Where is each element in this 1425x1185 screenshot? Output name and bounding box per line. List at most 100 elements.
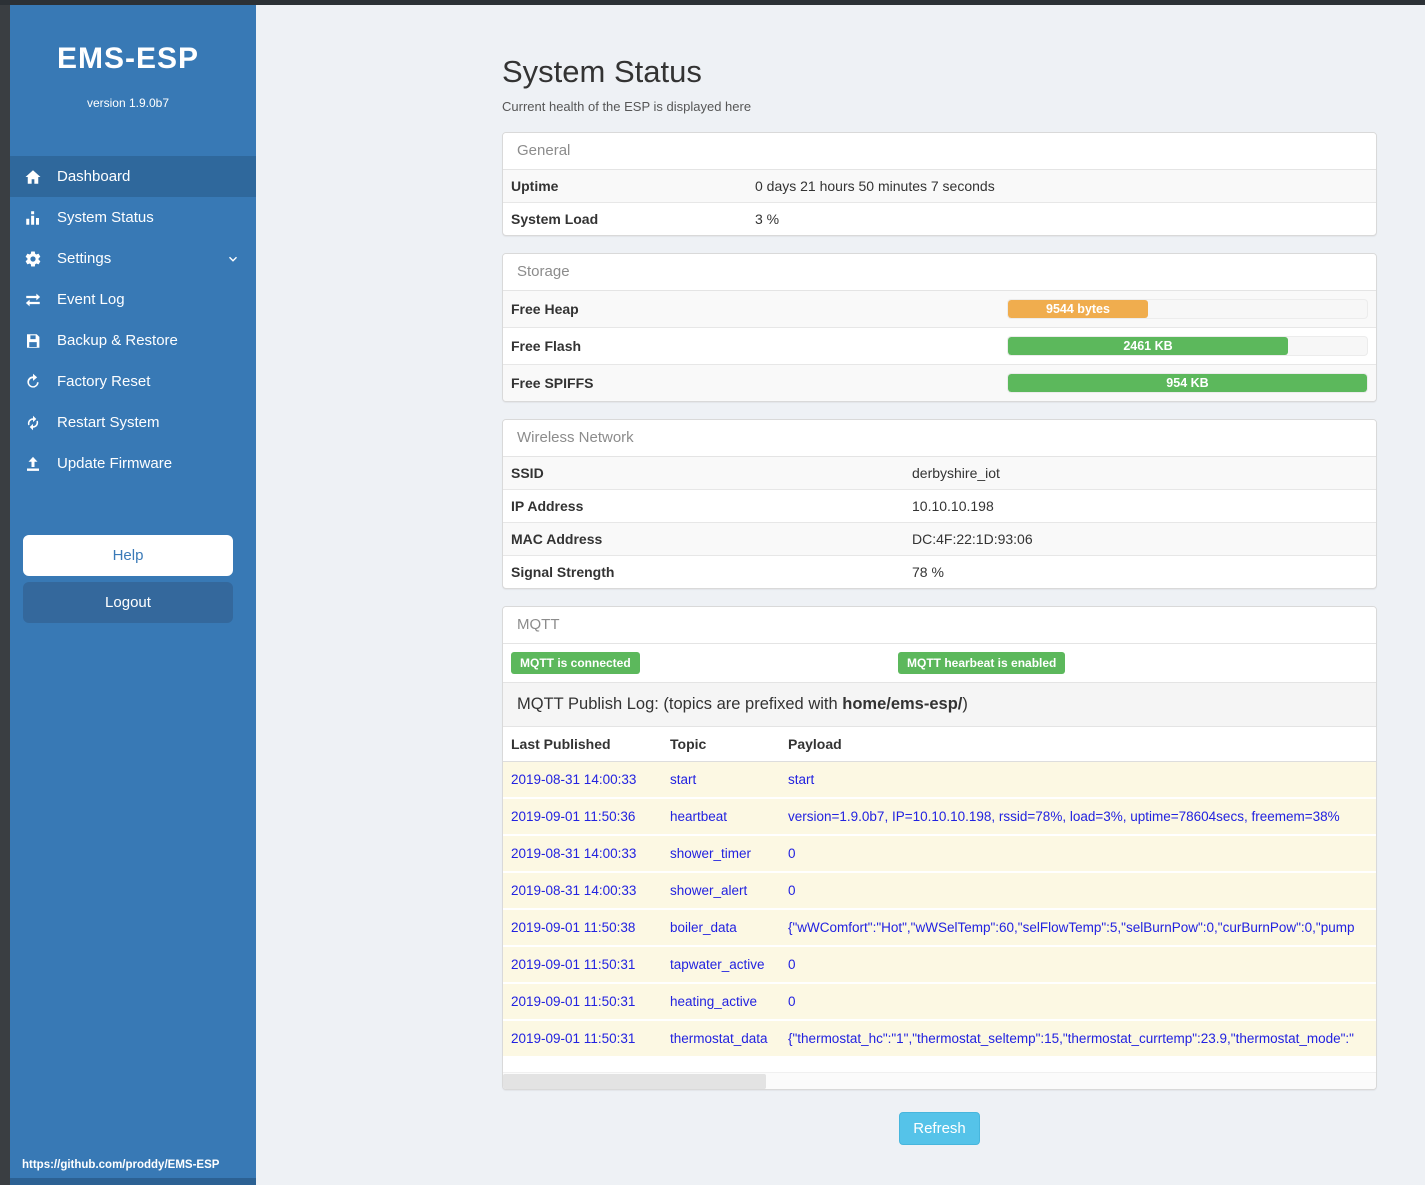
panel-storage-title: Storage [503, 254, 1376, 291]
column-header: Payload [780, 727, 1376, 762]
panel-mqtt-title: MQTT [503, 607, 1376, 644]
sidebar-item-label: Dashboard [57, 168, 131, 185]
table-header-row: Last Published Topic Payload [503, 727, 1376, 762]
storage-table: Free Heap 9544 bytes Free Flash 2461 KB Free… [503, 291, 1376, 401]
help-button[interactable]: Help [23, 535, 233, 576]
progress-track: 9544 bytes [1007, 299, 1368, 319]
panel-storage: Storage Free Heap 9544 bytes Free Flash 246… [502, 253, 1377, 402]
progress-fill: 9544 bytes [1008, 300, 1148, 318]
panel-wireless-network: Wireless Network SSID derbyshire_iot IP Ad… [502, 419, 1377, 589]
mqtt-heartbeat-badge: MQTT hearbeat is enabled [898, 652, 1066, 674]
github-link[interactable]: https://github.com/proddy/EMS-ESP [22, 1159, 220, 1171]
sidebar-item-label: Event Log [57, 291, 125, 308]
panel-general-title: General [503, 133, 1376, 170]
row-value: DC:4F:22:1D:93:06 [904, 522, 1376, 556]
row-value: 954 KB [999, 364, 1376, 401]
mqtt-log-row: 2019-08-31 14:00:33 shower_alert 0 [503, 872, 1376, 910]
table-row: System Load 3 % [503, 202, 1376, 235]
mqtt-status-row: MQTT is connected MQTT hearbeat is enabl… [503, 644, 1376, 682]
row-label: Signal Strength [503, 555, 904, 588]
table-row: Uptime 0 days 21 hours 50 minutes 7 secon… [503, 170, 1376, 203]
payload-cell: 0 [780, 835, 1376, 873]
sidebar-item-settings[interactable]: Settings [0, 238, 256, 279]
app-title: EMS-ESP [56, 42, 200, 75]
reset-icon [24, 373, 44, 391]
progress-track: 2461 KB [1007, 336, 1368, 356]
topic-cell: shower_alert [662, 872, 780, 910]
browser-top-edge [0, 0, 1425, 5]
topic-cell: tapwater_active [662, 946, 780, 984]
logout-button[interactable]: Logout [23, 582, 233, 623]
mqtt-log-row: 2019-09-01 11:50:31 thermostat_data {"ther… [503, 1020, 1376, 1058]
topic-cell: shower_timer [662, 835, 780, 873]
table-row: Free SPIFFS 954 KB [503, 364, 1376, 401]
payload-cell: version=1.9.0b7, IP=10.10.10.198, rssid=… [780, 798, 1376, 836]
mqtt-log-row: 2019-09-01 11:50:38 boiler_data {"wWComfor… [503, 909, 1376, 947]
payload-cell: 0 [780, 983, 1376, 1021]
topic-cell: boiler_data [662, 909, 780, 947]
log-header-topic-prefix: home/ems-esp/ [842, 695, 963, 713]
exchange-icon [24, 291, 44, 309]
table-row: MAC Address DC:4F:22:1D:93:06 [503, 522, 1376, 556]
topic-cell: heating_active [662, 983, 780, 1021]
row-value: 3 % [747, 202, 1376, 235]
progress-track: 954 KB [1007, 373, 1368, 393]
row-value: 9544 bytes [999, 291, 1376, 328]
sidebar-dark-edge [0, 0, 10, 1185]
sidebar-bottom-strip [10, 1178, 256, 1185]
horizontal-scrollbar-thumb[interactable] [503, 1074, 766, 1089]
time-cell: 2019-09-01 11:50:31 [503, 946, 662, 984]
sidebar-item-event-log[interactable]: Event Log [0, 279, 256, 320]
table-row: IP Address 10.10.10.198 [503, 489, 1376, 523]
row-label: System Load [503, 202, 747, 235]
horizontal-scrollbar[interactable] [503, 1072, 1376, 1089]
row-label: MAC Address [503, 522, 904, 556]
time-cell: 2019-09-01 11:50:38 [503, 909, 662, 947]
table-row: Free Heap 9544 bytes [503, 291, 1376, 328]
time-cell: 2019-08-31 14:00:33 [503, 872, 662, 910]
sidebar-item-dashboard[interactable]: Dashboard [0, 156, 256, 197]
mqtt-log-row: 2019-09-01 11:50:31 tapwater_active 0 [503, 946, 1376, 984]
time-cell: 2019-08-31 14:00:33 [503, 761, 662, 799]
time-cell: 2019-09-01 11:50:31 [503, 1020, 662, 1058]
mqtt-table-body: 2019-08-31 14:00:33 start start 2019-09-01 … [503, 761, 1376, 1058]
refresh-button[interactable]: Refresh [899, 1112, 980, 1145]
mqtt-log-row: 2019-08-31 14:00:33 start start [503, 761, 1376, 799]
sidebar: EMS-ESP version 1.9.0b7 Dashboard System … [0, 0, 256, 1185]
time-cell: 2019-09-01 11:50:31 [503, 983, 662, 1021]
table-row: Free Flash 2461 KB [503, 327, 1376, 365]
page-subtitle: Current health of the ESP is displayed h… [502, 99, 752, 114]
mqtt-publish-table: Last Published Topic Payload 2019-08-31 14… [503, 727, 1376, 1058]
row-label: Free Flash [503, 327, 999, 365]
row-value: 0 days 21 hours 50 minutes 7 seconds [755, 178, 995, 194]
row-value: 10.10.10.198 [904, 489, 1376, 523]
sidebar-item-update-firmware[interactable]: Update Firmware [0, 443, 256, 484]
sidebar-item-system-status[interactable]: System Status [0, 197, 256, 238]
payload-cell: {"wWComfort":"Hot","wWSelTemp":60,"selFl… [780, 909, 1376, 947]
sidebar-item-label: Factory Reset [57, 373, 151, 390]
table-row: SSID derbyshire_iot [503, 457, 1376, 490]
app-version: version 1.9.0b7 [86, 96, 170, 110]
mqtt-publish-log-header: MQTT Publish Log: (topics are prefixed w… [503, 682, 1376, 727]
sidebar-item-restart-system[interactable]: Restart System [0, 402, 256, 443]
time-cell: 2019-08-31 14:00:33 [503, 835, 662, 873]
home-icon [24, 168, 44, 186]
refresh-container: Refresh [502, 1112, 1377, 1145]
general-table: Uptime 0 days 21 hours 50 minutes 7 secon… [503, 170, 1376, 235]
row-label: IP Address [503, 489, 904, 523]
sidebar-nav: Dashboard System Status Settings Event Log B… [0, 156, 256, 484]
mqtt-log-row: 2019-09-01 11:50:36 heartbeat version=1.9.… [503, 798, 1376, 836]
sidebar-item-label: System Status [57, 209, 154, 226]
page-title: System Status [502, 54, 702, 89]
row-label: Uptime [511, 178, 559, 194]
sidebar-item-backup-restore[interactable]: Backup & Restore [0, 320, 256, 361]
log-header-text: MQTT Publish Log: (topics are prefixed w… [517, 695, 843, 713]
log-header-suffix: ) [962, 695, 968, 713]
sidebar-actions: Help Logout [0, 535, 256, 623]
time-cell: 2019-09-01 11:50:36 [503, 798, 662, 836]
chevron-down-icon [226, 252, 240, 266]
sidebar-item-factory-reset[interactable]: Factory Reset [0, 361, 256, 402]
column-header: Topic [662, 727, 780, 762]
progress-fill: 2461 KB [1008, 337, 1289, 355]
row-label: Free SPIFFS [503, 364, 999, 401]
